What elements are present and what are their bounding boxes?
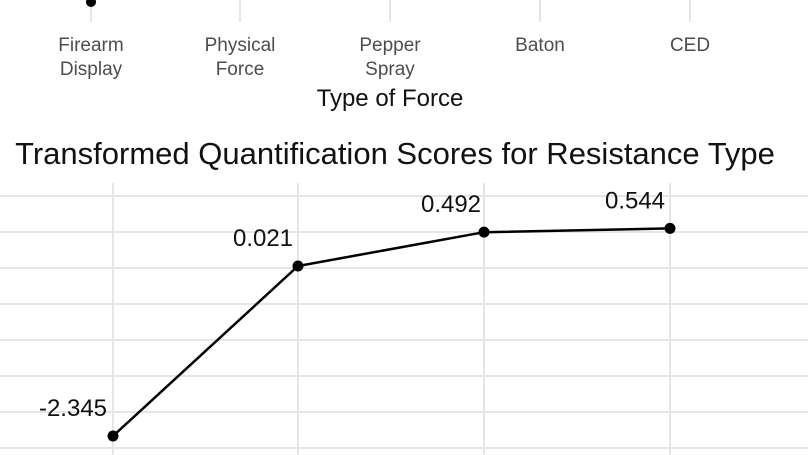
x-axis-title: Type of Force [317,85,464,112]
data-label: 0.021 [233,225,293,252]
data-label: -2.345 [39,395,107,422]
chart-title: Transformed Quantification Scores for Re… [15,136,775,171]
x-tick-label: Baton [515,35,565,56]
data-point [292,260,304,272]
bottom-chart-panel: -2.345 0.021 0.492 0.544 [0,183,808,455]
x-tick-label: Physical Force [205,35,276,80]
data-label: 0.544 [605,187,665,214]
x-tick-label: CED [670,35,710,56]
series-line [112,227,671,437]
data-point [86,0,96,7]
x-tick-label: Pepper Spray [359,35,421,80]
data-point [478,226,490,238]
x-tick-label: Firearm Display [58,35,123,80]
data-label: 0.492 [421,191,481,218]
data-point [107,430,119,442]
top-chart-panel: Firearm Display Physical Force Pepper Spray Ba… [58,0,710,112]
data-point [664,222,676,234]
